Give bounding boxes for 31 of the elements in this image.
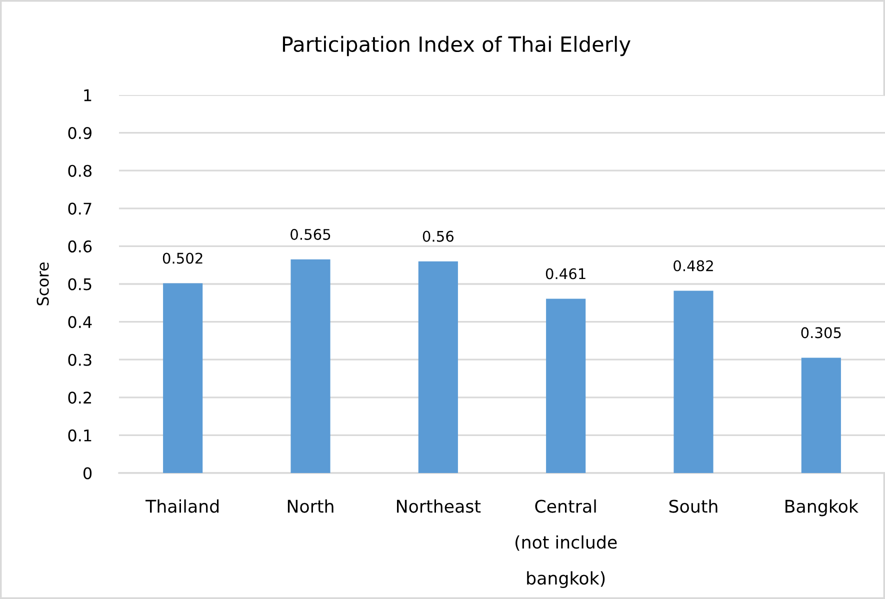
x-tick-label: Thailand <box>146 499 219 513</box>
y-tick-label: 0.9 <box>68 127 92 140</box>
y-tick-label: 0 <box>84 467 92 480</box>
x-tick-label: Northeast <box>397 499 481 513</box>
chart-title: Participation Index of Thai Elderly <box>282 36 630 56</box>
bar <box>546 298 586 473</box>
y-tick-label: 0.8 <box>68 164 92 177</box>
y-tick-label: 0.2 <box>68 392 92 404</box>
data-label: 0.502 <box>162 252 202 264</box>
x-tick-label: Bangkok <box>786 499 858 516</box>
data-label: 0.461 <box>546 268 586 280</box>
bar <box>290 259 330 473</box>
bar <box>801 358 841 473</box>
data-label: 0.56 <box>422 230 454 242</box>
y-tick-label: 0.5 <box>68 278 92 290</box>
y-tick-label: 1 <box>84 89 92 102</box>
bar <box>163 283 203 473</box>
y-tick-label: 0.7 <box>68 202 92 215</box>
bar <box>674 290 714 473</box>
bar <box>418 261 458 473</box>
y-axis-title: Score <box>36 262 49 306</box>
x-tick-label: North <box>288 499 334 513</box>
category-label: Central (not include bangkok) <box>516 499 617 588</box>
data-label: 0.482 <box>674 260 713 272</box>
y-tick-label: 0.4 <box>68 316 92 328</box>
data-label: 0.565 <box>290 228 330 240</box>
data-label: 0.305 <box>801 327 841 338</box>
y-tick-label: 0.6 <box>68 240 92 252</box>
y-tick-label: 0.3 <box>68 354 92 366</box>
y-tick-label: 0.1 <box>68 429 92 442</box>
x-tick-label: South <box>669 499 718 513</box>
